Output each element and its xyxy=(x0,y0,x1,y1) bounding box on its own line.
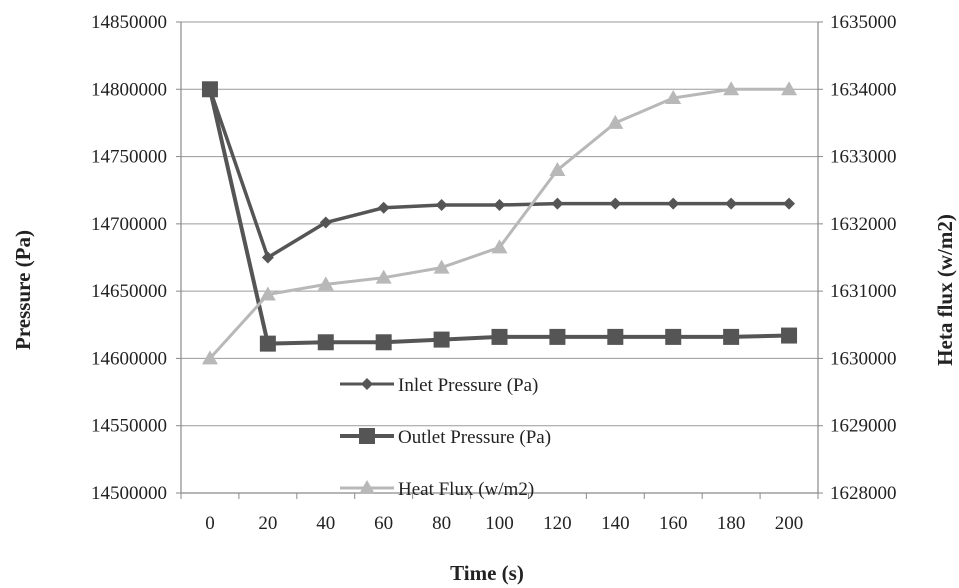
triangle-marker xyxy=(491,239,508,254)
y-tick-label: 14850000 xyxy=(91,12,167,33)
triangle-marker xyxy=(375,269,392,284)
axes xyxy=(176,21,823,499)
x-tick-label: 20 xyxy=(258,513,277,534)
diamond-marker xyxy=(319,216,332,229)
y-tick-label: 14600000 xyxy=(91,348,167,369)
x-tick-label: 180 xyxy=(717,513,746,534)
legend-item: Outlet Pressure (Pa) xyxy=(340,427,551,448)
diamond-marker xyxy=(551,197,564,210)
gridlines xyxy=(181,21,818,494)
triangle-marker xyxy=(549,162,566,177)
x-tick-label: 0 xyxy=(205,513,215,534)
triangle-marker xyxy=(781,81,798,96)
diamond-marker xyxy=(667,197,680,210)
x-tick-label: 120 xyxy=(543,513,572,534)
square-marker xyxy=(491,328,508,345)
triangle-marker xyxy=(433,259,450,274)
square-marker xyxy=(317,334,334,351)
y2-tick-label: 1633000 xyxy=(830,147,897,168)
square-marker xyxy=(259,335,276,352)
diamond-marker xyxy=(377,201,390,214)
y2-tick-label: 1628000 xyxy=(830,483,897,504)
square-marker xyxy=(201,81,218,98)
square-marker xyxy=(781,327,798,344)
y-tick-label: 14500000 xyxy=(91,483,167,504)
x-tick-label: 100 xyxy=(485,513,514,534)
triangle-marker xyxy=(201,350,218,365)
y2-axis-title: Heta flux (w/m2) xyxy=(933,214,957,366)
triangle-marker xyxy=(723,81,740,96)
legend-item: Inlet Pressure (Pa) xyxy=(340,375,538,396)
triangle-marker xyxy=(317,276,334,291)
y-tick-label: 14800000 xyxy=(91,79,167,100)
legend: Inlet Pressure (Pa) Outlet Pressure (Pa) H… xyxy=(340,375,551,500)
diamond-marker xyxy=(609,197,622,210)
legend-triangle-marker xyxy=(359,480,375,494)
series-0 xyxy=(203,83,796,264)
y-tick-label: 14650000 xyxy=(91,281,167,302)
y2-tick-label: 1635000 xyxy=(830,12,897,33)
x-tick-label: 200 xyxy=(775,513,804,534)
square-marker xyxy=(549,328,566,345)
y-tick-label: 14750000 xyxy=(91,147,167,168)
x-tick-label: 80 xyxy=(432,513,451,534)
legend-label: Outlet Pressure (Pa) xyxy=(398,427,551,448)
y-axis-title: Pressure (Pa) xyxy=(11,230,35,350)
y2-tick-label: 1632000 xyxy=(830,214,897,235)
legend-square-marker xyxy=(359,428,375,444)
legend-item: Heat Flux (w/m2) xyxy=(340,479,534,500)
triangle-marker xyxy=(259,286,276,301)
x-axis-title: Time (s) xyxy=(450,561,524,585)
y2-tick-label: 1630000 xyxy=(830,348,897,369)
diamond-marker xyxy=(435,199,448,212)
series-line xyxy=(208,88,790,346)
left-y-tick-labels: 14500000 14550000 14600000 14650000 14700000… xyxy=(91,12,167,504)
series-line xyxy=(208,88,790,260)
series xyxy=(201,81,798,365)
y2-tick-label: 1631000 xyxy=(830,281,897,302)
x-tick-label: 40 xyxy=(316,513,335,534)
legend-label: Heat Flux (w/m2) xyxy=(398,479,534,500)
x-tick-label: 140 xyxy=(601,513,630,534)
series-1 xyxy=(201,81,798,352)
legend-diamond-marker xyxy=(361,378,373,390)
legend-label: Inlet Pressure (Pa) xyxy=(398,375,538,396)
diamond-marker xyxy=(783,197,796,210)
square-marker xyxy=(607,328,624,345)
diamond-marker xyxy=(493,199,506,212)
square-marker xyxy=(723,328,740,345)
y-tick-label: 14550000 xyxy=(91,416,167,437)
square-marker xyxy=(375,334,392,351)
square-marker xyxy=(665,328,682,345)
triangle-marker xyxy=(665,90,682,105)
square-marker xyxy=(433,331,450,348)
right-y-tick-labels: 1628000 1629000 1630000 1631000 1632000 16330… xyxy=(830,12,897,504)
diamond-marker xyxy=(725,197,738,210)
y2-tick-label: 1629000 xyxy=(830,416,897,437)
diamond-marker xyxy=(261,251,274,264)
series-2 xyxy=(201,81,798,365)
y-tick-label: 14700000 xyxy=(91,214,167,235)
x-tick-labels: 0 20 40 60 80 100 120 140 160 180 200 xyxy=(205,513,803,534)
y2-tick-label: 1634000 xyxy=(830,79,897,100)
x-tick-label: 160 xyxy=(659,513,688,534)
x-tick-label: 60 xyxy=(374,513,393,534)
triangle-marker xyxy=(607,114,624,129)
